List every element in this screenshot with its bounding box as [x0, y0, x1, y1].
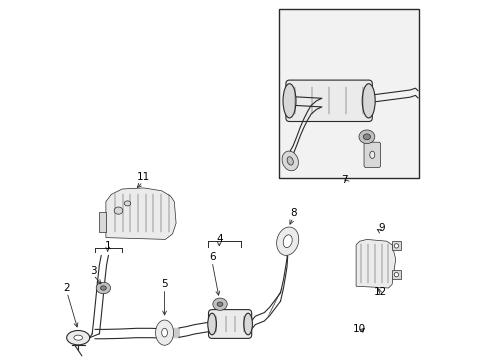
Text: 9: 9 [377, 222, 384, 233]
Ellipse shape [155, 320, 173, 345]
Ellipse shape [162, 328, 167, 337]
Ellipse shape [286, 157, 293, 165]
Text: 6: 6 [208, 252, 215, 262]
Polygon shape [99, 212, 106, 232]
Text: 8: 8 [289, 208, 296, 218]
Text: 7: 7 [341, 175, 347, 185]
Ellipse shape [363, 134, 370, 140]
FancyBboxPatch shape [208, 310, 251, 338]
Ellipse shape [393, 244, 398, 248]
Polygon shape [391, 241, 400, 250]
Ellipse shape [283, 235, 292, 248]
Polygon shape [355, 239, 395, 288]
Ellipse shape [114, 207, 122, 214]
Text: 3: 3 [90, 266, 97, 276]
Ellipse shape [212, 298, 227, 310]
FancyBboxPatch shape [363, 142, 380, 167]
Text: 1: 1 [104, 240, 111, 251]
Ellipse shape [358, 130, 374, 144]
Ellipse shape [283, 84, 295, 118]
Text: 12: 12 [373, 287, 386, 297]
Text: 10: 10 [352, 324, 365, 334]
Ellipse shape [217, 302, 223, 306]
Bar [278, 9, 418, 178]
Ellipse shape [244, 313, 252, 335]
Ellipse shape [74, 335, 82, 340]
Ellipse shape [66, 330, 89, 345]
Ellipse shape [276, 227, 298, 255]
Ellipse shape [393, 273, 398, 277]
Text: 11: 11 [136, 172, 149, 183]
Ellipse shape [101, 286, 106, 290]
Text: 5: 5 [161, 279, 167, 289]
Ellipse shape [369, 151, 374, 158]
Ellipse shape [124, 201, 130, 206]
FancyBboxPatch shape [285, 80, 371, 122]
Ellipse shape [207, 313, 216, 335]
Ellipse shape [362, 84, 374, 118]
Polygon shape [391, 270, 400, 279]
Ellipse shape [96, 282, 110, 294]
Text: 2: 2 [63, 283, 70, 293]
Polygon shape [106, 188, 176, 239]
Ellipse shape [282, 151, 298, 171]
Text: 4: 4 [216, 234, 222, 244]
